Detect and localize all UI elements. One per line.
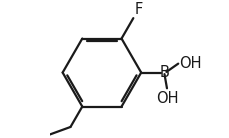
Text: F: F	[134, 2, 142, 17]
Text: B: B	[159, 65, 169, 80]
Text: OH: OH	[155, 91, 177, 106]
Text: OH: OH	[178, 56, 201, 71]
